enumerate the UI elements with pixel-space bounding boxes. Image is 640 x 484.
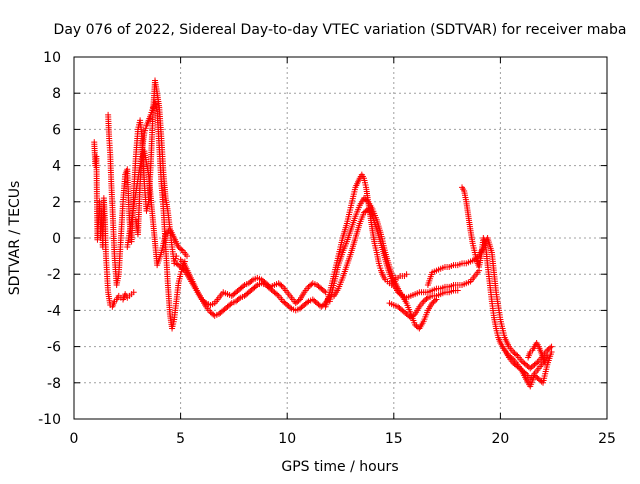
data-point <box>173 253 180 260</box>
x-tick-label: 15 <box>385 431 403 447</box>
data-point <box>201 298 208 305</box>
data-point <box>248 277 255 284</box>
data-point <box>403 271 410 278</box>
series-trace-f <box>177 256 329 308</box>
data-point <box>227 301 234 308</box>
data-point <box>547 344 554 351</box>
data-point <box>240 283 247 290</box>
data-point <box>287 304 294 311</box>
data-point <box>534 359 541 366</box>
data-point <box>410 312 417 319</box>
series-trace-j <box>386 287 461 321</box>
data-point <box>235 295 242 302</box>
chart-title: Day 076 of 2022, Sidereal Day-to-day VTE… <box>54 22 627 38</box>
y-tick-label: 8 <box>52 86 61 102</box>
data-point <box>454 287 461 294</box>
x-tick-label: 10 <box>278 431 296 447</box>
x-axis-label: GPS time / hours <box>281 459 398 475</box>
x-tick-label: 5 <box>176 431 185 447</box>
y-tick-label: 0 <box>52 231 61 247</box>
data-point <box>304 299 311 306</box>
y-tick-label: -6 <box>47 340 61 356</box>
data-point <box>548 349 555 356</box>
data-point <box>363 197 370 204</box>
y-tick-label: 4 <box>52 159 61 175</box>
y-tick-label: 10 <box>43 50 61 66</box>
x-tick-label: 0 <box>70 431 79 447</box>
series-trace-d <box>124 148 190 269</box>
series-trace-a <box>91 139 137 310</box>
x-tick-label: 25 <box>598 431 616 447</box>
data-point <box>548 343 555 350</box>
series-trace-n <box>525 339 549 366</box>
data-point <box>178 246 185 253</box>
data-point <box>130 289 137 296</box>
series-trace-h <box>326 195 440 332</box>
data-point <box>183 253 190 260</box>
data-point <box>542 359 549 366</box>
data-points <box>91 77 555 390</box>
x-tick-label: 20 <box>491 431 509 447</box>
y-tick-label: 6 <box>52 122 61 138</box>
series-trace-i <box>331 206 483 301</box>
data-point <box>252 283 259 290</box>
data-point <box>521 369 528 376</box>
data-point <box>274 291 281 298</box>
data-point <box>295 297 302 304</box>
y-tick-label: 2 <box>52 195 61 211</box>
x-tick-labels: 0 5 10 15 20 25 <box>70 431 616 447</box>
y-axis-label: SDTVAR / TECUs <box>7 181 23 296</box>
y-tick-labels: -10 -8 -6 -4 -2 0 2 4 6 8 10 <box>38 50 61 428</box>
y-tick-label: -4 <box>47 303 61 319</box>
data-point <box>397 291 404 298</box>
y-tick-label: -2 <box>47 267 61 283</box>
data-point <box>278 282 285 289</box>
y-tick-label: -8 <box>47 376 61 392</box>
axis-ticks <box>73 56 608 420</box>
data-point <box>423 295 430 302</box>
data-point <box>513 351 520 358</box>
data-point <box>321 288 328 295</box>
y-tick-label: -10 <box>38 412 61 428</box>
data-point <box>432 297 439 304</box>
